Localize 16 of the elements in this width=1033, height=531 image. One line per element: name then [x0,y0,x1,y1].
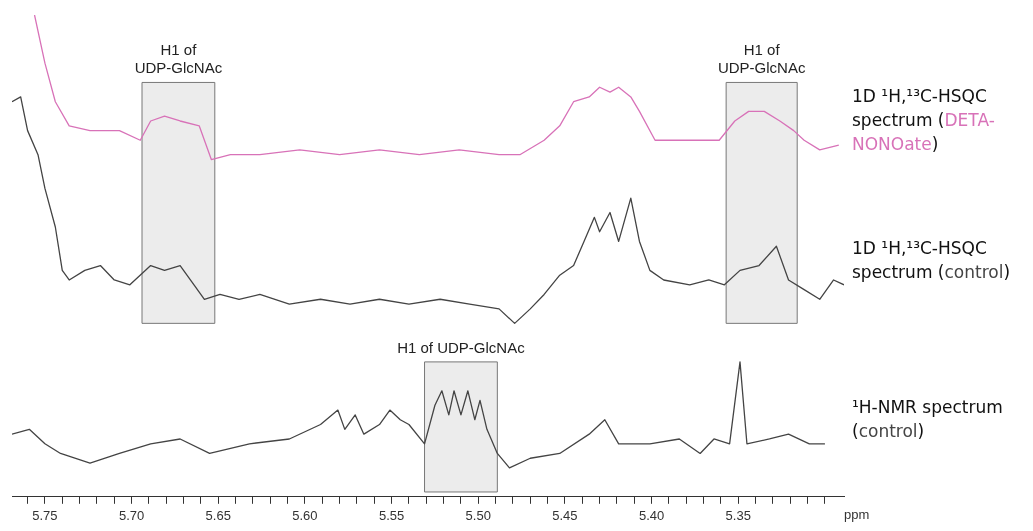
series-label: 1D ¹H,¹³C-HSQC spectrum (DETA-NONOate) [852,85,996,157]
band-label: H1 of UDP-GlcNAc [397,338,526,356]
x-tick-label: 5.35 [725,508,751,524]
band-label: H1 of UDP-GlcNAc [717,41,806,77]
x-tick-label: 5.75 [32,508,58,524]
x-tick-label: 5.70 [118,508,145,524]
series-label: 1D ¹H,¹³C-HSQC spectrum (control) [852,236,1012,284]
x-tick-label: 5.50 [465,508,491,524]
x-tick-label: 5.40 [638,508,665,524]
series-label: ¹H-NMR spectrum (control) [852,395,1004,443]
x-axis-title: ppm [844,506,870,522]
x-tick-label: 5.60 [292,508,318,524]
x-tick-label: 5.45 [552,508,578,524]
band-label: H1 of UDP-GlcNAc [134,41,223,77]
x-tick-label: 5.65 [205,508,231,524]
x-tick-label: 5.55 [378,508,405,524]
